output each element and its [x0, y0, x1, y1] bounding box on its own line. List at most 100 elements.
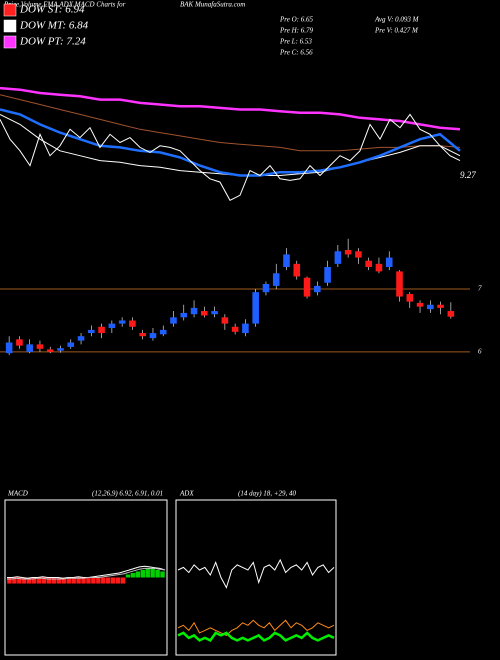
candle-body [447, 311, 455, 317]
annotation: Pre V: 0.427 M [374, 27, 419, 35]
candle-body [344, 250, 352, 255]
line [7, 567, 166, 580]
line [177, 619, 335, 636]
histogram-bar [61, 577, 67, 584]
histogram-bar [130, 572, 136, 578]
histogram-bar [7, 577, 12, 584]
candle-body [180, 312, 188, 318]
candle-body [5, 342, 13, 354]
chart-subtitle: BAK MunafaSutra.com [180, 1, 245, 9]
candle-body [88, 329, 95, 334]
histogram-bar [110, 577, 116, 584]
histogram-bar [46, 577, 52, 584]
y-tick-label: 6 [478, 348, 482, 356]
adx-subtitle: (14 day) 18, +29, 40 [238, 490, 296, 498]
histogram-bar [150, 568, 155, 578]
candle-body [46, 349, 54, 352]
candle-body [149, 333, 157, 339]
candle-body [129, 320, 136, 327]
candle-body [190, 307, 198, 315]
macd-title: MACD [7, 490, 28, 498]
histogram-bar [160, 571, 165, 578]
candle-body [159, 329, 167, 335]
line [0, 113, 461, 201]
adx-title: ADX [179, 490, 194, 498]
annotation: Avg V: 0.093 M [374, 16, 420, 24]
candle-body [77, 336, 85, 341]
histogram-bar [36, 577, 42, 584]
candle-body [355, 251, 362, 258]
candle-body [201, 311, 208, 316]
candle-body [272, 273, 280, 286]
histogram-bar [17, 577, 22, 584]
candle-body [26, 344, 33, 352]
histogram-bar [125, 574, 131, 578]
histogram-bar [86, 577, 91, 584]
histogram-bar [71, 577, 76, 584]
y-tick-label: 7 [478, 285, 482, 293]
candle-body [57, 348, 64, 351]
candle-body [262, 283, 270, 293]
candle-body [375, 263, 383, 272]
histogram-bar [31, 577, 37, 584]
annotation: 9.27 [460, 170, 476, 180]
candle-body [293, 263, 301, 277]
legend-swatch [3, 3, 17, 17]
line [0, 94, 461, 152]
candle-body [385, 257, 393, 268]
candle-body [334, 251, 342, 264]
annotation: Pre L: 6.53 [279, 38, 312, 46]
histogram-bar [76, 577, 81, 584]
annotation: Pre H: 6.79 [279, 27, 313, 35]
candle-body [108, 323, 116, 329]
chart-title: Price,Volume,EMA,ADX,MACD Charts for [3, 1, 126, 9]
candle-body [118, 320, 126, 324]
histogram-bar [135, 571, 141, 578]
candle-body [67, 342, 75, 347]
line [0, 113, 461, 176]
histogram-bar [56, 577, 62, 584]
histogram-bar [115, 577, 121, 584]
histogram-bar [12, 577, 17, 584]
macd-frame [4, 499, 168, 656]
histogram-bar [91, 577, 96, 584]
histogram-bar [41, 577, 47, 584]
legend-label: DOW MT: 6.84 [19, 20, 89, 32]
candle-body [211, 311, 218, 315]
histogram-bar [101, 577, 106, 584]
legend-label: DOW PT: 7.24 [19, 36, 86, 48]
legend-swatch [3, 35, 17, 49]
histogram-bar [81, 577, 86, 584]
line [0, 86, 461, 131]
candle-body [283, 254, 290, 268]
legend-swatch [3, 19, 17, 33]
line [0, 108, 461, 177]
candle-body [221, 317, 229, 324]
annotation: Pre O: 6.65 [279, 16, 313, 24]
candle-body [98, 326, 105, 334]
candle-body [396, 271, 403, 297]
candle-body [416, 302, 424, 307]
histogram-bar [51, 577, 57, 584]
candle-body [252, 292, 259, 324]
candle-body [437, 304, 444, 308]
histogram-bar [105, 577, 111, 584]
candle-body [231, 326, 239, 332]
annotation: Pre C: 6.56 [279, 49, 313, 57]
histogram-bar [66, 577, 71, 584]
histogram-bar [145, 568, 150, 578]
candle-body [365, 260, 372, 268]
histogram-bar [96, 577, 101, 584]
histogram-bar [26, 577, 32, 584]
histogram-bar [140, 569, 146, 578]
line [177, 558, 335, 589]
candle-body [406, 294, 414, 302]
macd-subtitle: (12,26,9) 6.92, 6.91, 0.01 [92, 490, 163, 498]
candle-body [16, 339, 23, 346]
histogram-bar [155, 569, 160, 578]
adx-frame [175, 499, 337, 656]
candle-body [139, 333, 146, 337]
candle-body [170, 317, 177, 324]
histogram-bar [120, 577, 126, 584]
